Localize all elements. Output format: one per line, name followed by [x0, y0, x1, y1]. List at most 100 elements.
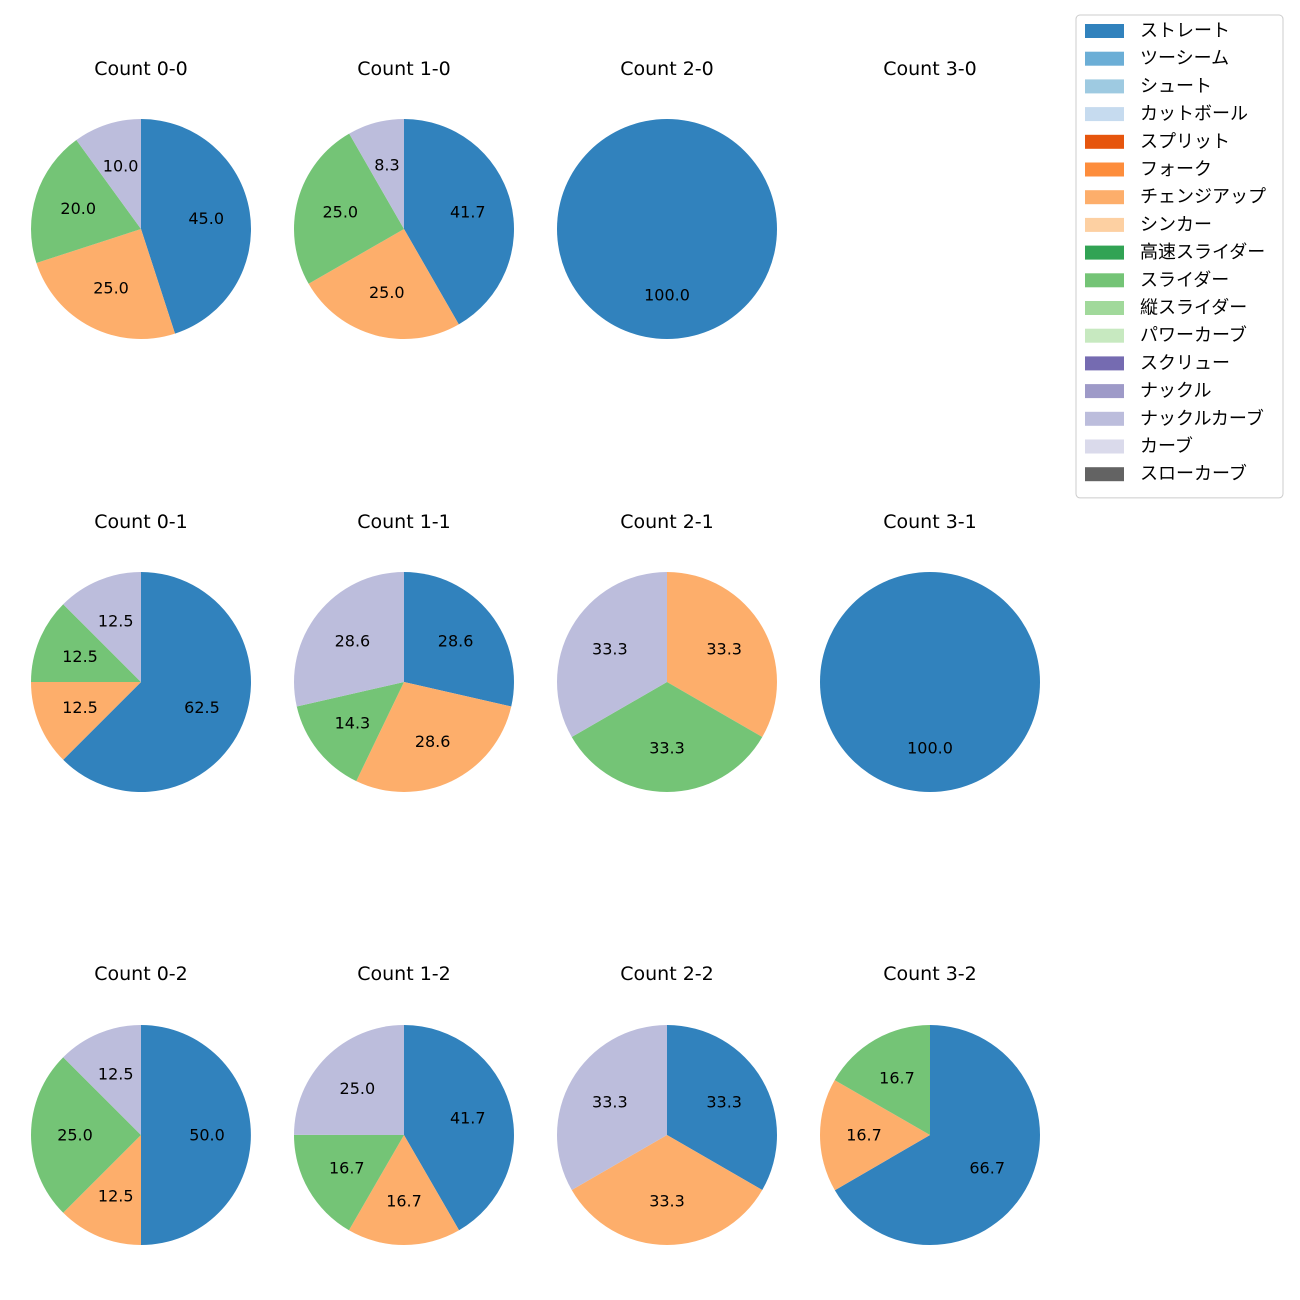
panel-title: Count 0-2: [94, 963, 188, 985]
legend-swatch: [1085, 439, 1124, 454]
legend-entry: チェンジアップ: [1085, 187, 1266, 208]
slice-label: 12.5: [98, 612, 134, 631]
slice-label: 10.0: [103, 157, 139, 176]
pie-panel: Count 1-2 41.7 16.7 16.7 25.0: [293, 963, 514, 1245]
legend-label: フォーク: [1140, 159, 1212, 180]
pie-panel: Count 3-2 66.7 16.7 16.7: [819, 963, 1040, 1245]
pie-slice: [63, 572, 252, 792]
pie-panel: Count 3-1 100.0: [820, 511, 1040, 792]
legend-label: スプリット: [1140, 131, 1230, 152]
legend-entry: 高速スライダー: [1085, 242, 1265, 263]
legend-swatch: [1085, 51, 1124, 66]
slice-label: 25.0: [322, 202, 358, 221]
legend-swatch: [1085, 301, 1124, 315]
pie-slice: [404, 572, 514, 707]
pie-panel: Count 0-162.512.512.512.5: [31, 511, 252, 792]
legend-swatch: [1085, 273, 1124, 288]
pie-slice: [308, 229, 459, 340]
legend-swatch: [1085, 245, 1124, 260]
slice-label: 41.7: [450, 1108, 486, 1127]
pie-slice: [820, 572, 1040, 792]
slice-label: 25.0: [369, 283, 405, 302]
legend-swatch: [1085, 411, 1124, 426]
pie-slice: [63, 572, 141, 682]
legend-entry: ストレート: [1085, 21, 1230, 42]
panel-title: Count 0-0: [94, 58, 188, 80]
pie-panel: Count 1-1 28.6 28.6 14.3 28.6: [294, 511, 514, 793]
slice-label: 33.3: [649, 1192, 685, 1211]
legend-label: スライダー: [1140, 270, 1229, 291]
pie-panel: Count 1-0 41.7 25.0 25.0 8.3: [293, 58, 515, 340]
slice-label: 100.0: [644, 286, 690, 305]
legend-swatch: [1085, 328, 1124, 343]
pie-slice: [667, 572, 777, 737]
legend-label: スローカーブ: [1140, 463, 1247, 485]
legend-label: ナックルカーブ: [1140, 407, 1264, 429]
pie-panel: Count 0-0 45.0 25.0 20.0 10.0: [30, 58, 252, 340]
legend-label: チェンジアップ: [1140, 187, 1266, 208]
slice-label: 33.3: [706, 640, 742, 659]
pie-slice: [404, 1025, 514, 1231]
slice-label: 25.0: [93, 278, 129, 297]
pie-slice: [30, 140, 142, 263]
pie-slice: [31, 604, 141, 682]
pie-slice: [294, 1025, 404, 1135]
pie-panel: Count 0-2 50.0 12.5 25.0 12.5: [31, 963, 251, 1245]
slice-label: 16.7: [386, 1192, 422, 1211]
legend-swatch: [1085, 79, 1124, 94]
legend-frame: [1075, 14, 1284, 499]
pie-panels: Count 0-0 45.0 25.0 20.0 10.0 Count 1-0 41.7 25…: [30, 58, 1040, 1245]
slice-label: 50.0: [189, 1126, 225, 1145]
legend-entry: スライダー: [1085, 270, 1229, 291]
slice-label: 28.6: [415, 732, 451, 751]
legend-label: ナックル: [1140, 381, 1211, 402]
pie-slice: [404, 119, 515, 325]
legend-label: 高速スライダー: [1140, 242, 1265, 263]
pie-slice: [667, 1025, 777, 1190]
legend: ストレートツーシームシュートカットボールスプリットフォークチェンジアップシンカー…: [1075, 14, 1284, 499]
slice-label: 33.3: [649, 739, 685, 758]
legend-entry: シンカー: [1085, 214, 1212, 235]
pie-panel: Count 3-0: [883, 58, 977, 80]
pie-slice: [141, 1025, 251, 1245]
legend-swatch: [1085, 356, 1124, 371]
legend-label: 縦スライダー: [1140, 298, 1247, 319]
pie-slice: [294, 572, 404, 707]
pie-panel: Count 2-0 100.0: [557, 58, 777, 339]
slice-label: 28.6: [438, 631, 474, 650]
pie-slice: [348, 1135, 460, 1245]
pie-slice: [293, 133, 404, 284]
pie-slice: [557, 572, 667, 737]
legend-entry: 縦スライダー: [1085, 298, 1247, 319]
legend-swatch: [1085, 384, 1124, 399]
slice-label: 33.3: [592, 1093, 628, 1112]
slice-label: 100.0: [907, 739, 953, 758]
slice-label: 12.5: [98, 1065, 134, 1084]
pie-slice: [571, 682, 763, 792]
pie-slice: [356, 682, 512, 793]
slice-label: 62.5: [184, 698, 220, 717]
slice-label: 66.7: [969, 1158, 1005, 1177]
legend-label: スクリュー: [1140, 353, 1230, 374]
panel-title: Count 3-2: [883, 963, 977, 985]
pie-slice: [296, 682, 404, 782]
legend-label: ストレート: [1140, 21, 1230, 42]
slice-label: 28.6: [335, 631, 371, 650]
panel-title: Count 1-0: [357, 58, 451, 80]
pie-slice: [36, 229, 175, 340]
pie-slice: [63, 1025, 141, 1135]
legend-entry: ナックル: [1085, 381, 1211, 402]
pie-slice: [834, 1025, 1040, 1245]
slice-label: 8.3: [374, 156, 399, 175]
slice-label: 12.5: [98, 1186, 134, 1205]
legend-entry: スクリュー: [1085, 353, 1230, 374]
legend-entry: カットボール: [1085, 104, 1248, 125]
legend-swatch: [1085, 217, 1124, 232]
pie-slice: [141, 119, 252, 334]
panel-title: Count 0-1: [94, 511, 188, 533]
slice-label: 33.3: [706, 1093, 742, 1112]
slice-label: 33.3: [592, 640, 628, 659]
legend-entry: シュート: [1085, 76, 1212, 97]
pie-panel: Count 2-1 33.3 33.3 33.3: [557, 511, 777, 792]
pie-slice: [293, 1134, 404, 1231]
